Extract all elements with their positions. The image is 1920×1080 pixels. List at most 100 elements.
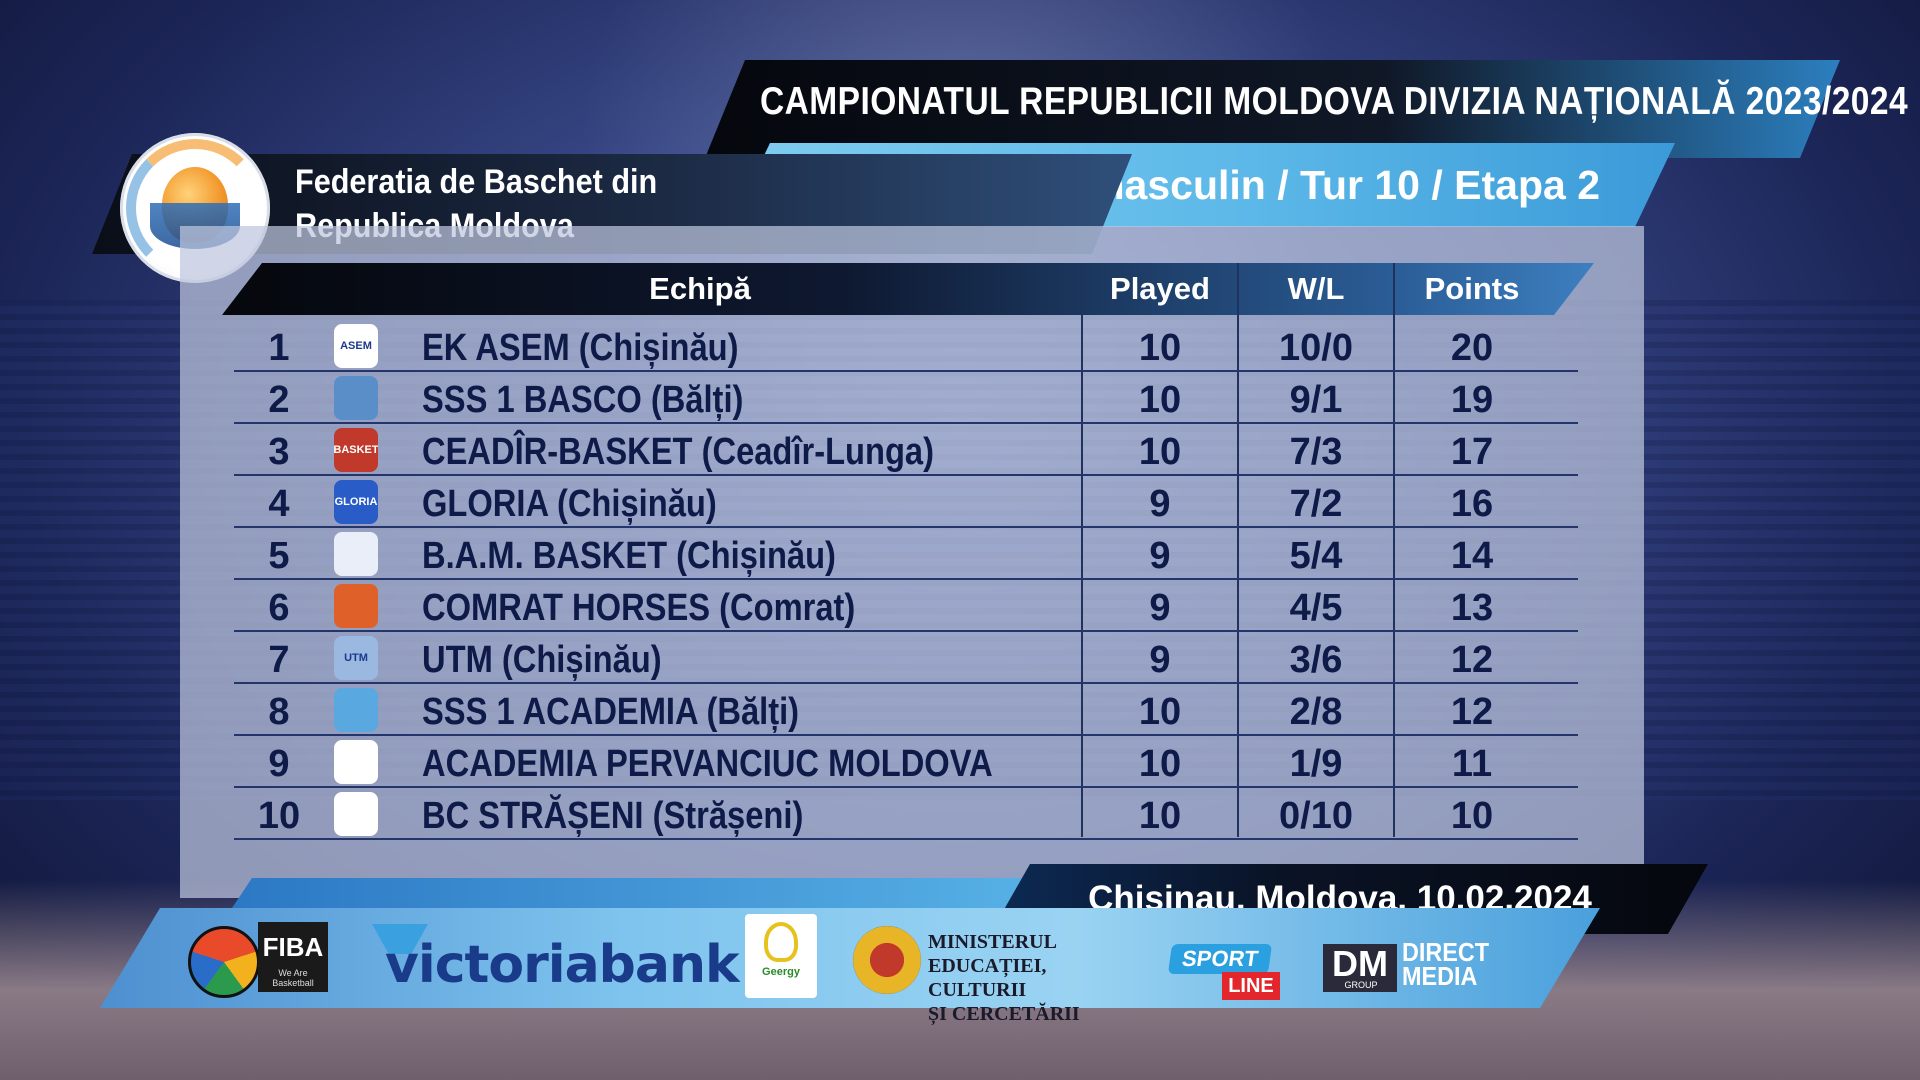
row-divider (234, 526, 1578, 528)
points-cell: 17 (1450, 431, 1494, 473)
standings-header (222, 263, 1594, 315)
team-name-cell: COMRAT HORSES (Comrat) (422, 587, 856, 629)
team-name-cell: CEADÎR-BASKET (Ceadîr-Lunga) (422, 431, 934, 473)
win-loss-cell: 1/9 (1289, 743, 1343, 785)
fiba-ball-icon (188, 926, 260, 998)
table-row: 8 SSS 1 ACADEMIA (Bălți) 10 2/8 12 (234, 684, 1578, 736)
row-divider (234, 370, 1578, 372)
played-cell: 10 (1138, 795, 1182, 837)
footer-blue-strip (232, 878, 1062, 908)
team-logo-icon (334, 584, 378, 628)
rank-cell: 1 (268, 327, 290, 369)
win-loss-cell: 9/1 (1289, 379, 1343, 421)
header-points: Points (1424, 271, 1520, 306)
points-cell: 11 (1451, 743, 1493, 785)
team-logo-icon: UTM (334, 636, 378, 680)
victoriabank-logo: victoriabank (385, 935, 740, 995)
team-name-cell: SSS 1 BASCO (Bălți) (422, 379, 744, 421)
points-cell: 13 (1450, 587, 1494, 629)
win-loss-cell: 4/5 (1289, 587, 1343, 629)
header-played: Played (1110, 271, 1210, 306)
team-name-cell: GLORIA (Chișinău) (422, 483, 717, 525)
table-row: 7 UTM UTM (Chișinău) 9 3/6 12 (234, 632, 1578, 684)
column-divider (1237, 263, 1239, 837)
media-label: MEDIA (1402, 961, 1478, 991)
rank-cell: 8 (268, 691, 290, 733)
team-logo-icon (334, 740, 378, 784)
table-row: 4 GLORIA GLORIA (Chișinău) 9 7/2 16 (234, 476, 1578, 528)
points-cell: 10 (1450, 795, 1494, 837)
column-divider (1081, 263, 1083, 837)
team-logo-icon: ASEM (334, 324, 378, 368)
played-cell: 10 (1138, 431, 1182, 473)
rank-cell: 6 (268, 587, 290, 629)
team-name-cell: SSS 1 ACADEMIA (Bălți) (422, 691, 800, 733)
played-cell: 10 (1138, 691, 1182, 733)
geergy-logo: Geergy (745, 914, 817, 998)
direct-label: DIRECT (1402, 937, 1490, 967)
win-loss-cell: 7/3 (1289, 431, 1343, 473)
table-row: 1 ASEM EK ASEM (Chișinău) 10 10/0 20 (234, 320, 1578, 372)
direct-media-text: DIRECT MEDIA (1402, 937, 1490, 991)
rank-cell: 5 (268, 535, 290, 577)
sportline-line: LINE (1222, 972, 1280, 1000)
rank-cell: 10 (257, 795, 301, 837)
played-cell: 9 (1149, 535, 1171, 577)
fiba-logo: FIBA (258, 922, 328, 992)
win-loss-cell: 3/6 (1289, 639, 1343, 681)
points-cell: 19 (1450, 379, 1494, 421)
ministry-name: MINISTERUL EDUCAȚIEI, CULTURII ȘI CERCET… (928, 930, 1148, 1026)
win-loss-cell: 5/4 (1289, 535, 1343, 577)
win-loss-cell: 0/10 (1279, 795, 1353, 837)
ministry-line1: MINISTERUL (928, 931, 1057, 953)
row-divider (234, 422, 1578, 424)
points-cell: 12 (1450, 639, 1494, 681)
page-title: CAMPIONATUL REPUBLICII MOLDOVA DIVIZIA N… (760, 80, 1909, 123)
dm-logo: DM (1323, 944, 1397, 992)
row-divider (234, 786, 1578, 788)
played-cell: 10 (1138, 743, 1182, 785)
rank-cell: 2 (268, 379, 290, 421)
lightbulb-icon (764, 922, 798, 962)
federation-name-line1: Federatia de Baschet din (295, 163, 658, 201)
win-loss-cell: 7/2 (1289, 483, 1343, 525)
team-name-cell: B.A.M. BASKET (Chișinău) (422, 535, 836, 577)
row-divider (234, 578, 1578, 580)
header-wl: W/L (1287, 271, 1345, 306)
points-cell: 16 (1450, 483, 1494, 525)
rank-cell: 9 (268, 743, 290, 785)
table-row: 3 BASKET CEADÎR-BASKET (Ceadîr-Lunga) 10 7/3… (234, 424, 1578, 476)
row-divider (234, 734, 1578, 736)
team-logo-icon (334, 792, 378, 836)
table-row: 10 BC STRĂȘENI (Strășeni) 10 0/10 10 (234, 788, 1578, 840)
table-row: 2 SSS 1 BASCO (Bălți) 10 9/1 19 (234, 372, 1578, 424)
played-cell: 9 (1149, 587, 1171, 629)
fiba-tagline: We Are Basketball (272, 968, 314, 988)
dm-group: GROUP (1344, 980, 1378, 990)
title-banner (705, 60, 1840, 158)
ministry-seal-icon (853, 926, 921, 994)
played-cell: 9 (1149, 639, 1171, 681)
row-divider (234, 838, 1578, 840)
points-cell: 12 (1450, 691, 1494, 733)
rank-cell: 7 (268, 639, 290, 681)
team-logo-icon (334, 688, 378, 732)
row-divider (234, 630, 1578, 632)
round-subtitle: masculin / Tur 10 / Etapa 2 (1088, 162, 1600, 208)
played-cell: 10 (1138, 327, 1182, 369)
ministry-line2: EDUCAȚIEI, CULTURII (928, 955, 1047, 1001)
team-logo-icon: BASKET (334, 428, 378, 472)
played-cell: 9 (1149, 483, 1171, 525)
team-name-cell: BC STRĂȘENI (Strășeni) (422, 795, 804, 837)
sportline-sport: SPORT (1167, 944, 1273, 974)
team-logo-icon (334, 376, 378, 420)
header-team: Echipă (649, 271, 751, 306)
points-cell: 20 (1450, 327, 1494, 369)
played-cell: 10 (1138, 379, 1182, 421)
ministry-line3: ȘI CERCETĂRII (928, 1003, 1080, 1025)
win-loss-cell: 10/0 (1279, 327, 1353, 369)
points-cell: 14 (1450, 535, 1494, 577)
column-divider (1393, 263, 1395, 837)
team-logo-icon: GLORIA (334, 480, 378, 524)
table-row: 6 COMRAT HORSES (Comrat) 9 4/5 13 (234, 580, 1578, 632)
